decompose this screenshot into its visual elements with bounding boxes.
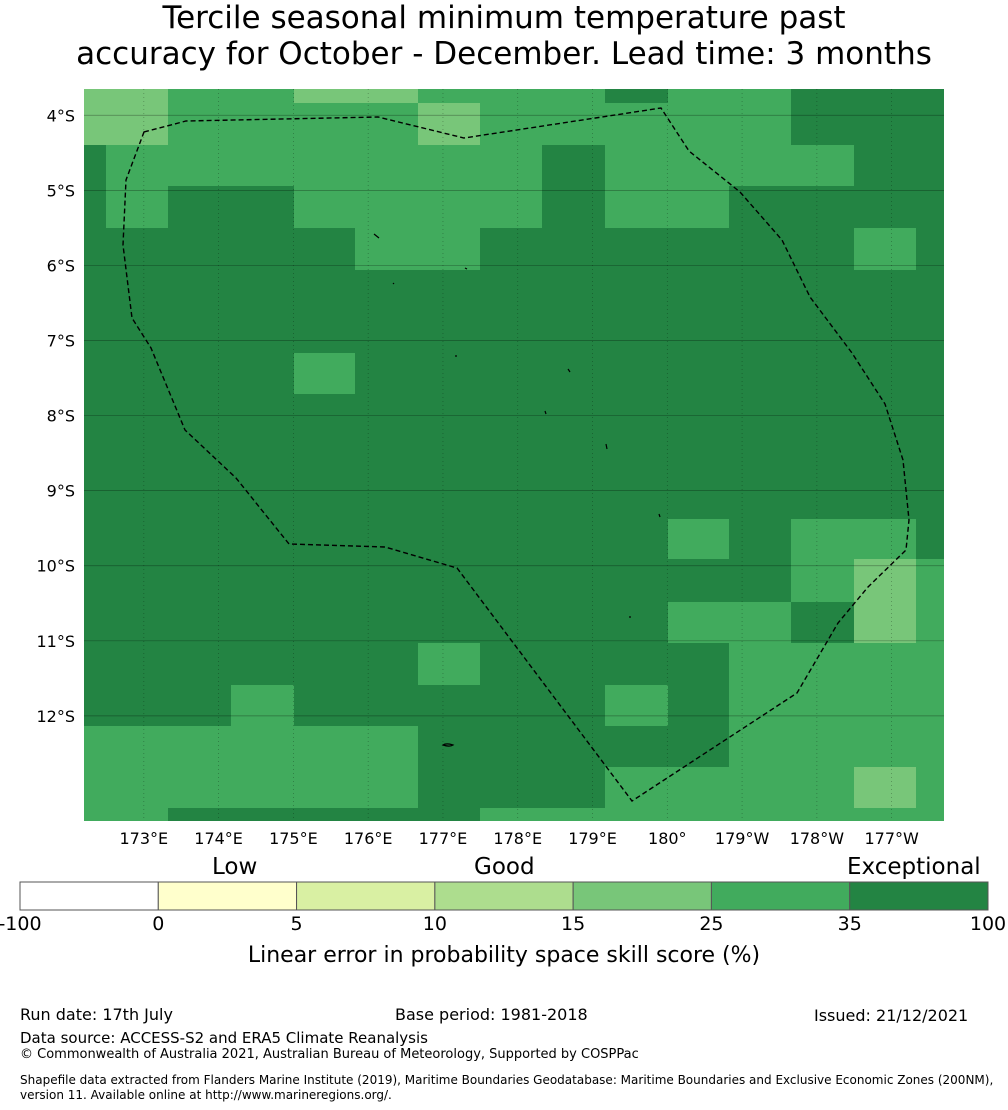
data-source: Data source: ACCESS-S2 and ERA5 Climate …: [20, 1029, 428, 1047]
skill-cell: [418, 643, 480, 685]
skill-cell: [418, 103, 480, 145]
lon-label: 177°W: [864, 829, 919, 848]
skill-cell: [791, 519, 916, 559]
copyright: © Commonwealth of Australia 2021, Austra…: [20, 1047, 639, 1062]
map-title: Tercile seasonal minimum temperature pas…: [0, 0, 1008, 72]
skill-cell: [605, 89, 668, 103]
lon-label: 173°E: [119, 829, 168, 848]
skill-cell: [916, 559, 944, 821]
skill-cell: [294, 353, 355, 394]
lat-label: 10°S: [36, 557, 75, 576]
colorbar-segment: [849, 881, 989, 911]
skill-cell: [294, 145, 542, 228]
map-title-line1: Tercile seasonal minimum temperature pas…: [162, 0, 846, 36]
skill-cell: [605, 145, 729, 228]
lat-label: 8°S: [47, 407, 75, 426]
skill-cell: [668, 519, 729, 559]
skill-cell: [668, 89, 791, 145]
skill-cell: [480, 103, 605, 145]
skill-cell: [168, 145, 294, 186]
colorbar-segment: [434, 881, 574, 911]
colorbar-segment: [19, 881, 159, 911]
run-date: Run date: 17th July: [20, 1005, 173, 1024]
colorbar: [19, 881, 989, 911]
skill-cell: [605, 685, 668, 726]
lat-lon-gridlines: [84, 89, 944, 821]
colorbar-tick-label: 35: [837, 913, 862, 935]
lat-label: 6°S: [47, 256, 75, 275]
skill-cell: [480, 808, 605, 821]
skill-cell: [168, 89, 294, 145]
colorbar-tick-label: 0: [152, 913, 165, 935]
colorbar-tick-label: 10: [422, 913, 447, 935]
lon-label: 175°E: [269, 829, 318, 848]
lon-label: 180°: [648, 829, 687, 848]
colorbar-category-exceptional: Exceptional: [847, 854, 981, 880]
issued-date: Issued: 21/12/2021: [814, 1006, 969, 1025]
skill-cell: [84, 726, 418, 808]
skill-cell: [729, 643, 791, 685]
skill-cell: [84, 808, 168, 821]
lon-label: 174°E: [194, 829, 243, 848]
lat-label: 4°S: [47, 106, 75, 125]
skill-cell: [84, 145, 106, 228]
islands: [373, 233, 661, 747]
colorbar-category-low: Low: [212, 854, 258, 880]
skill-cell: [542, 145, 605, 228]
skill-cell: [106, 145, 168, 228]
colorbar-tick-label: 5: [290, 913, 303, 935]
lat-label: 11°S: [36, 632, 75, 651]
colorbar-segment: [572, 881, 712, 911]
map-title-line2: accuracy for October - December. Lead ti…: [76, 36, 932, 72]
skill-cell: [668, 767, 729, 821]
base-period: Base period: 1981-2018: [395, 1005, 588, 1024]
skill-cell: [854, 767, 916, 808]
lon-label: 179°W: [715, 829, 770, 848]
lon-label: 179°E: [568, 829, 617, 848]
skill-cell: [418, 89, 605, 103]
lon-label: 177°E: [419, 829, 468, 848]
colorbar-tick-label: 100: [969, 913, 1007, 935]
skill-cell: [231, 685, 294, 726]
colorbar-segments: [19, 881, 989, 911]
skill-cell: [729, 145, 854, 186]
skill-cell: [791, 559, 854, 602]
skill-cell: [854, 559, 916, 643]
lat-label: 9°S: [47, 482, 75, 501]
lat-label: 7°S: [47, 332, 75, 351]
colorbar-tick-label: -100: [0, 913, 42, 935]
colorbar-tick-label: 25: [699, 913, 724, 935]
colorbar-category-good: Good: [474, 854, 535, 880]
skill-cell: [294, 103, 418, 145]
lon-label: 176°E: [344, 829, 393, 848]
lat-label: 12°S: [36, 707, 75, 726]
colorbar-segment: [710, 881, 851, 911]
colorbar-label: Linear error in probability space skill …: [247, 943, 761, 968]
skill-cell: [355, 228, 480, 270]
skill-grid-cells: [84, 89, 944, 821]
longitude-labels: 173°E 174°E 175°E 176°E 177°E 178°E 179°E 180° 1…: [119, 829, 919, 848]
lat-label: 5°S: [47, 181, 75, 200]
skill-cell: [84, 89, 168, 145]
colorbar-tick-label: 15: [561, 913, 586, 935]
lon-label: 178°W: [790, 829, 845, 848]
lon-label: 178°E: [493, 829, 542, 848]
skill-cell: [605, 103, 668, 145]
shapefile-credit: Shapefile data extracted from Flanders M…: [20, 1073, 994, 1102]
latitude-labels: 4°S 5°S 6°S 7°S 8°S 9°S 10°S 11°S 12°S: [36, 106, 75, 726]
skill-cell: [294, 89, 418, 103]
skill-map: 4°S 5°S 6°S 7°S 8°S 9°S 10°S 11°S 12°S 173°E 174°…: [36, 89, 944, 848]
colorbar-segment: [296, 881, 436, 911]
eez-boundary: [122, 107, 910, 802]
skill-cell: [729, 685, 791, 821]
skill-cell: [668, 602, 791, 643]
skill-cell: [605, 767, 668, 821]
skill-cell: [418, 808, 480, 821]
skill-cell: [854, 228, 916, 270]
colorbar-segment: [157, 881, 298, 911]
